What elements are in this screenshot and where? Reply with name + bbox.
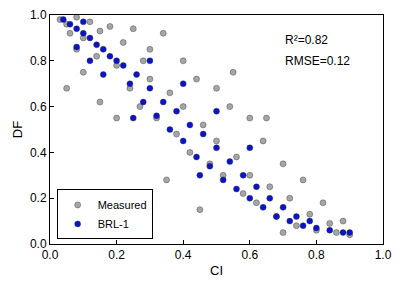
svg-text:0.8: 0.8: [308, 248, 325, 262]
svg-text:0.8: 0.8: [30, 54, 47, 68]
svg-text:CI: CI: [210, 263, 223, 278]
svg-text:0.0: 0.0: [30, 237, 47, 251]
svg-text:RMSE=0.12: RMSE=0.12: [285, 54, 350, 68]
svg-text:Measured: Measured: [98, 199, 147, 211]
svg-text:1.0: 1.0: [375, 248, 392, 262]
svg-text:0.6: 0.6: [241, 248, 258, 262]
svg-text:0.0: 0.0: [42, 248, 59, 262]
svg-text:0.2: 0.2: [108, 248, 125, 262]
svg-text:0.2: 0.2: [30, 191, 47, 205]
svg-text:R²=0.82: R²=0.82: [285, 33, 328, 47]
svg-text:1.0: 1.0: [30, 8, 47, 22]
svg-text:0.4: 0.4: [30, 146, 47, 160]
svg-text:0.6: 0.6: [30, 100, 47, 114]
svg-text:DF: DF: [10, 121, 25, 138]
svg-text:BRL-1: BRL-1: [98, 218, 129, 230]
svg-text:0.4: 0.4: [175, 248, 192, 262]
